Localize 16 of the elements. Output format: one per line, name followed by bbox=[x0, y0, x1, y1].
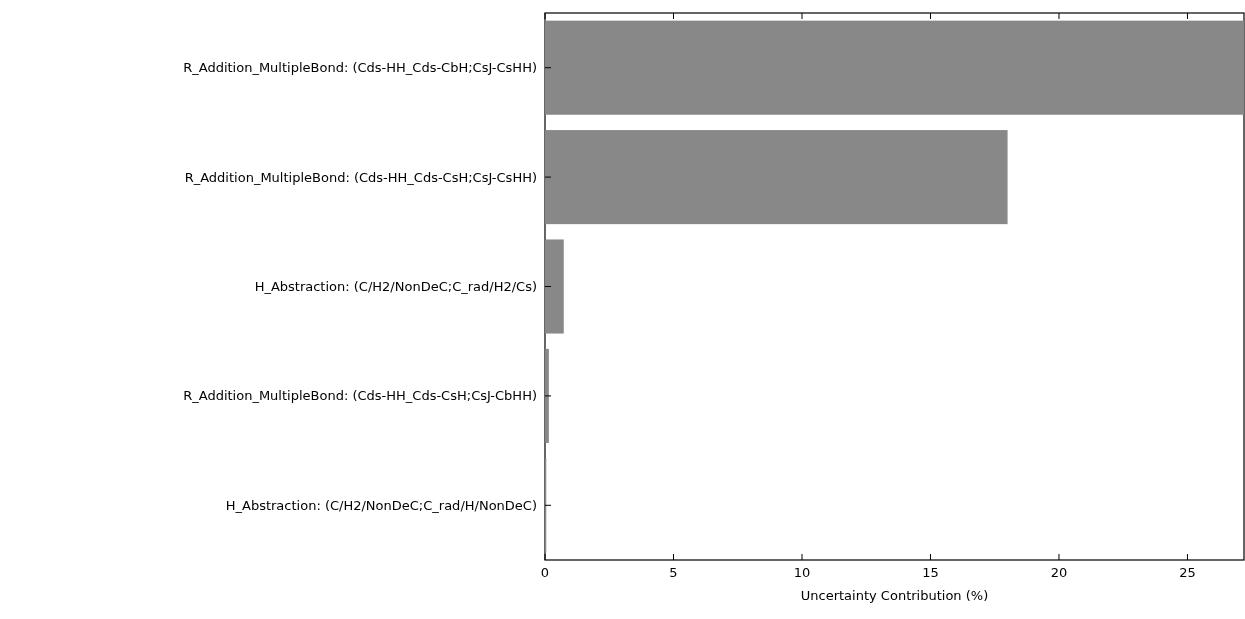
y-tick-label: R_Addition_MultipleBond: (Cds-HH_Cds-CbH;CsJ-CsHH) bbox=[183, 60, 537, 76]
y-tick-label: H_Abstraction: (C/H2/NonDeC;C_rad/H2/Cs) bbox=[254, 279, 537, 295]
bar bbox=[545, 239, 564, 334]
bar bbox=[545, 348, 549, 443]
x-axis-title: Uncertainty Contribution (%) bbox=[800, 588, 989, 603]
x-tick-label: 10 bbox=[793, 565, 811, 580]
x-tick-label: 5 bbox=[669, 565, 678, 580]
y-tick-label: R_Addition_MultipleBond: (Cds-HH_Cds-CsH;CsJ-CsHH) bbox=[184, 169, 537, 185]
bar bbox=[545, 130, 1008, 225]
y-tick-label: R_Addition_MultipleBond: (Cds-HH_Cds-CsH;CsJ-CbHH) bbox=[183, 388, 537, 404]
y-tick-label: H_Abstraction: (C/H2/NonDeC;C_rad/H/NonDeC) bbox=[225, 497, 537, 513]
x-tick-label: 25 bbox=[1179, 565, 1196, 580]
x-tick-label: 15 bbox=[922, 565, 939, 580]
x-tick-label: 0 bbox=[540, 565, 550, 580]
x-tick-label: 20 bbox=[1050, 565, 1068, 580]
bar bbox=[545, 20, 1244, 115]
